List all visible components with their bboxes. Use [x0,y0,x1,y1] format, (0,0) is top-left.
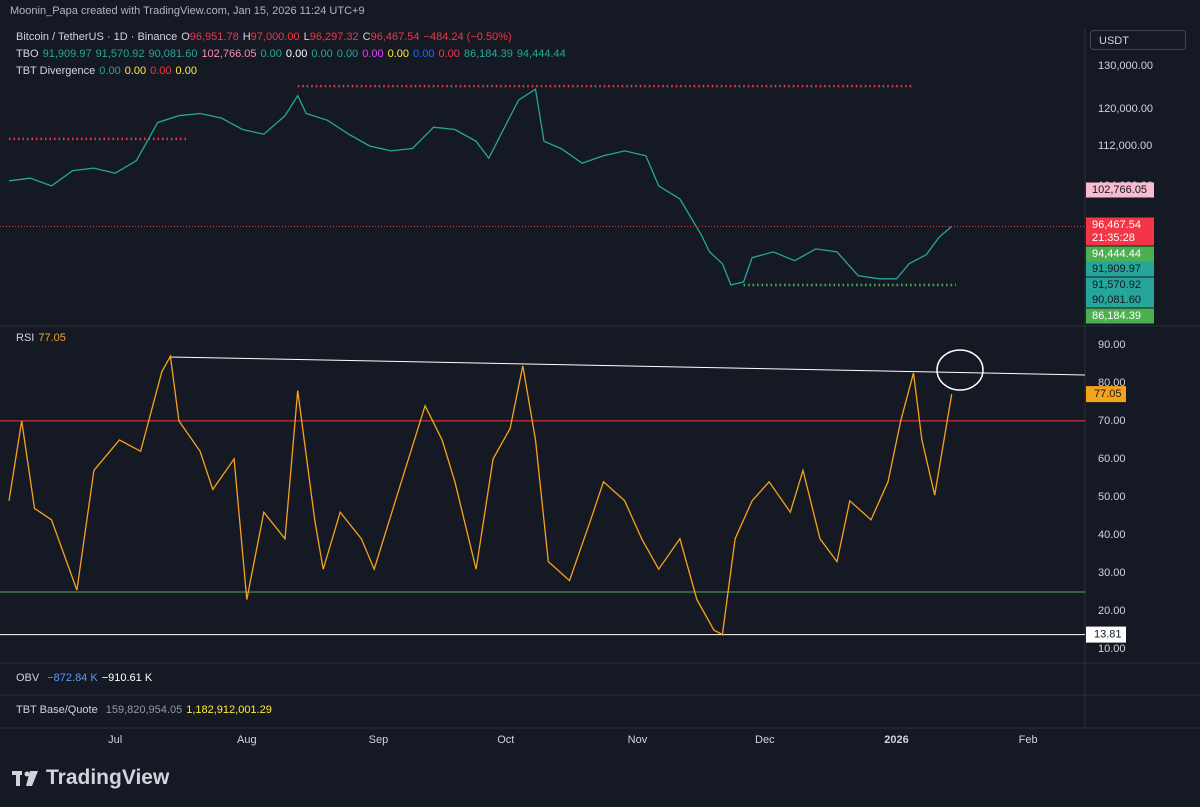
symbol-legend: Bitcoin / TetherUS · 1D · Binance O96,951… [16,31,516,43]
price-label-bg [1086,230,1154,246]
indicator-value: 94,444.44 [516,48,566,60]
y-tick-label: 20.00 [1098,605,1126,617]
indicator-value: 0.00 [336,48,359,60]
ohlc-value: 96,951.78 [189,31,239,43]
x-tick-label: Oct [497,734,514,746]
y-tick-label: 120,000.00 [1098,103,1153,115]
price-label: 91,570.92 [1092,279,1141,291]
tradingview-logo [12,771,38,786]
indicator-value: 0.00 [99,65,121,77]
indicator-value: −910.61 K [101,672,153,684]
indicator-value: 0.00 [311,48,333,60]
price-label: 102,766.05 [1092,184,1147,196]
ohlc-key: C [362,31,371,43]
indicator-value: 77.05 [38,332,66,344]
price-label-bg [1086,217,1154,233]
rsi-legend: RSI 77.05 [16,332,70,344]
indicator-value: 159,820,954.05 [105,704,183,716]
indicator-value: −872.84 K [47,672,98,684]
indicator-legend: TBT Divergence 0.00 0.00 0.00 0.00 [16,65,201,77]
y-tick-label: 10.00 [1098,643,1126,655]
price-label-bg [1086,182,1154,198]
series-line [8,88,953,286]
indicator-value: 102,766.05 [201,48,257,60]
currency-button[interactable]: USDT [1090,30,1186,50]
x-tick-label: 2026 [884,734,908,746]
caption: Moonin_Papa created with TradingView.com… [10,5,365,17]
value-label: 13.81 [1094,628,1122,640]
x-tick-label: Jul [108,734,122,746]
value-label-bg [1086,626,1126,643]
price-label: 96,467.54 [1092,219,1141,231]
y-tick-label: 50.00 [1098,491,1126,503]
indicator-value: 91,909.97 [42,48,92,60]
indicator-name: TBO [16,48,39,60]
value-label-bg [1086,386,1126,403]
ohlc-key: O [181,31,190,43]
change: −484.24 (−0.50%) [423,31,512,43]
y-tick-label: 60.00 [1098,453,1126,465]
indicator-value: 90,081.60 [148,48,198,60]
ohlc-key: L [303,31,310,43]
x-tick-label: Nov [628,734,648,746]
price-label: 90,081.60 [1092,294,1141,306]
price-label-bg [1086,277,1154,293]
indicator-value: 0.00 [175,65,197,77]
y-tick-label: 112,000.00 [1098,140,1152,152]
ohlc-value: 97,000.00 [250,31,300,43]
indicator-value: 0.00 [124,65,147,77]
indicator-value: 0.00 [362,48,384,60]
indicator-value: 1,182,912,001.29 [186,704,272,716]
base-quote-legend: TBT Base/Quote 159,820,954.05 1,182,912,00… [16,704,276,716]
price-label: 86,184.39 [1092,310,1141,322]
indicator-value: 0.00 [285,48,308,60]
indicator-name: RSI [16,332,35,344]
symbol: Bitcoin / TetherUS · 1D · Binance [16,31,178,43]
x-tick-label: Aug [237,734,257,746]
indicator-value: 0.00 [150,65,172,77]
indicator-value: 91,570.92 [95,48,145,60]
price-label-bg [1086,308,1154,324]
value-label: 77.05 [1094,388,1122,400]
trend-line [169,356,1086,376]
ohlc-value: 96,297.32 [309,31,359,43]
y-tick-label: 30.00 [1098,567,1126,579]
price-label: 21:35:28 [1092,232,1135,244]
x-tick-label: Sep [369,734,389,746]
price-label-bg [1086,246,1154,262]
indicator-name: OBV [16,672,40,684]
ohlc-key: H [242,31,251,43]
x-tick-label: Dec [755,734,775,746]
annotation-circle [936,349,984,391]
indicator-value: 0.00 [260,48,282,60]
indicator-value: 0.00 [387,48,410,60]
indicator-legend: TBO 91,909.97 91,570.92 90,081.60 102,766.05… [16,48,570,60]
x-tick-label: Feb [1019,734,1038,746]
series-line [8,354,953,636]
price-label: 91,909.97 [1092,263,1141,275]
y-tick-label: 90.00 [1098,339,1126,351]
y-tick-label: 40.00 [1098,529,1126,541]
indicator-value: 0.00 [413,48,435,60]
price-label: 94,444.44 [1092,248,1141,260]
obv-legend: OBV −872.84 K −910.61 K [16,672,156,684]
y-tick-label: 70.00 [1098,415,1126,427]
brand: TradingView [46,766,170,789]
indicator-name: TBT Base/Quote [16,704,98,716]
indicator-name: TBT Divergence [16,65,96,77]
y-tick-label: 130,000.00 [1098,60,1153,72]
y-tick-label: 80.00 [1098,377,1126,389]
ohlc-value: 96,467.54 [370,31,420,43]
price-label-bg [1086,261,1154,277]
indicator-value: 0.00 [438,48,460,60]
indicator-value: 86,184.39 [463,48,513,60]
price-label-bg [1086,292,1154,308]
